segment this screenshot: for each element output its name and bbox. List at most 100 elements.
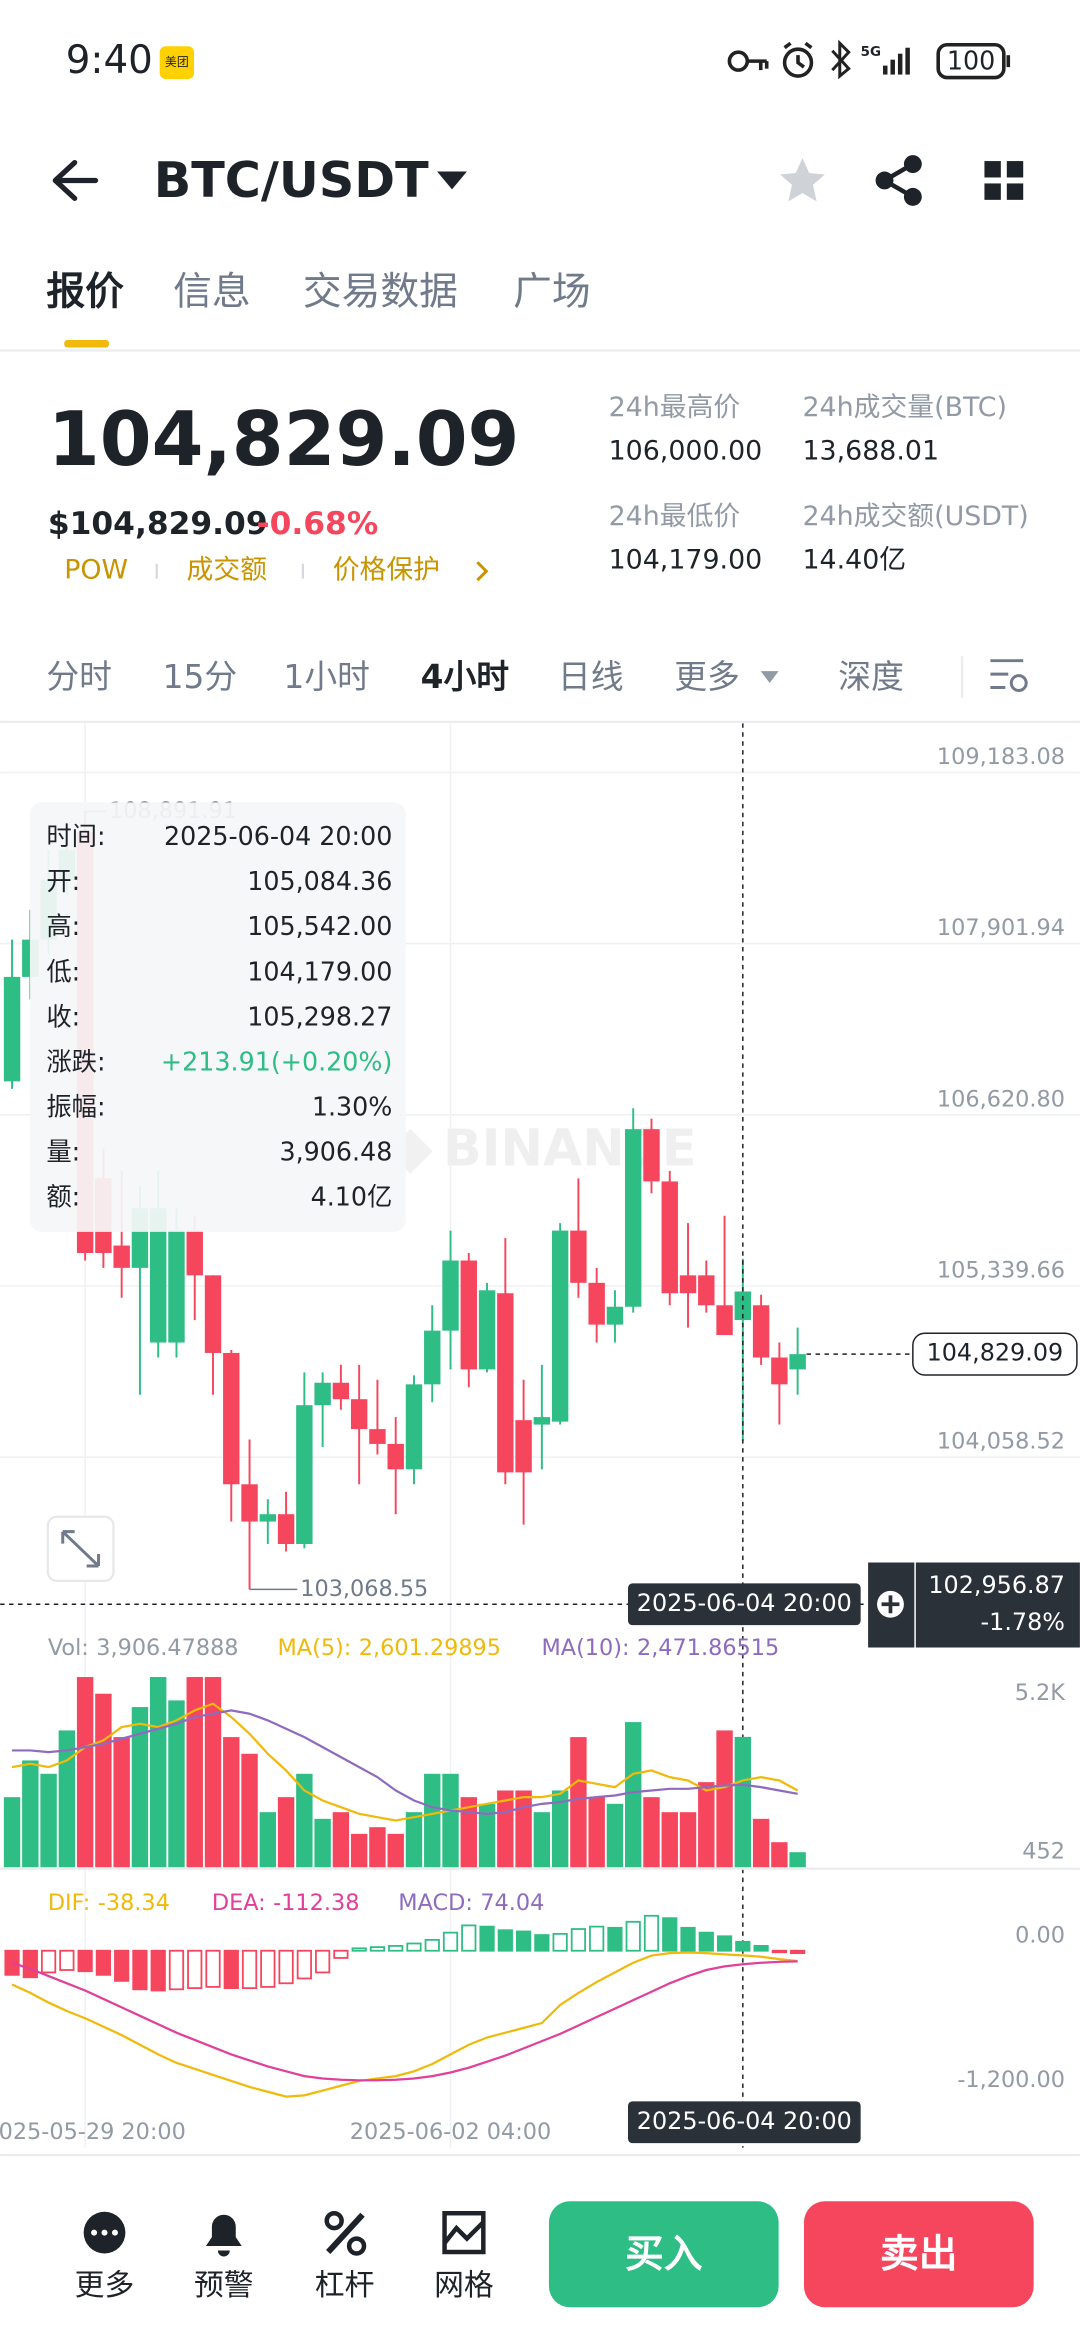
volume-bar bbox=[771, 1842, 788, 1868]
app-badge-text: 美团 bbox=[165, 55, 189, 69]
more-dot bbox=[91, 2229, 98, 2236]
candle-body bbox=[332, 1382, 350, 1400]
volume-bar bbox=[95, 1693, 112, 1868]
legend-value: 2,601.29895 bbox=[359, 1634, 501, 1660]
macd-bar bbox=[534, 1934, 550, 1952]
layout-button[interactable] bbox=[984, 161, 1024, 200]
macd-bar bbox=[333, 1949, 349, 1959]
layout-cell bbox=[984, 183, 1001, 200]
favorite-button[interactable] bbox=[780, 158, 825, 202]
crosshair-price: 102,956.87 bbox=[928, 1571, 1065, 1599]
nav-label[interactable]: 网格 bbox=[434, 2268, 494, 2303]
legend-entry: MA(10): 2,471.86515 bbox=[541, 1634, 779, 1660]
macd-bar bbox=[150, 1949, 166, 1992]
interval[interactable]: 4小时 bbox=[421, 658, 510, 696]
volume-bar bbox=[277, 1797, 295, 1868]
macd-bar bbox=[716, 1935, 733, 1952]
signal-bar bbox=[883, 65, 888, 75]
y-tick-label: 106,620.80 bbox=[937, 1086, 1065, 1112]
x-crosshair-box bbox=[627, 2101, 861, 2144]
quote-tag[interactable]: 价格保护 bbox=[333, 555, 440, 586]
volume-bar bbox=[789, 1852, 806, 1868]
tooltip-value: 3,906.48 bbox=[279, 1136, 392, 1166]
grid-icon-line bbox=[442, 2220, 485, 2245]
volume-bar bbox=[186, 1677, 203, 1868]
volume-bar bbox=[131, 1707, 149, 1868]
legend-entry: MACD: 74.04 bbox=[398, 1890, 544, 1916]
battery-level: 100 bbox=[947, 46, 995, 76]
tooltip-label: 涨跌: bbox=[46, 1046, 105, 1076]
tooltip-label: 收: bbox=[46, 1001, 80, 1031]
share-node bbox=[903, 155, 922, 174]
candle-body bbox=[277, 1514, 295, 1544]
tooltip-value: 104,179.00 bbox=[247, 956, 392, 986]
macd-bar bbox=[515, 1930, 532, 1952]
tag-chevron[interactable] bbox=[476, 561, 489, 582]
sell-button[interactable] bbox=[803, 2201, 1034, 2308]
pair-title[interactable]: BTC/USDT bbox=[154, 151, 429, 209]
tooltip-label: 低: bbox=[46, 956, 80, 986]
stats-panel: 24h最高价 106,000.00 24h成交量(BTC) 13,688.01 24h最… bbox=[609, 392, 1029, 575]
legend-name: DIF: bbox=[48, 1890, 90, 1916]
grid-icon bbox=[442, 2210, 486, 2255]
tooltip-value: +213.91(+0.20%) bbox=[161, 1046, 392, 1076]
tab[interactable]: 报价 bbox=[46, 269, 124, 314]
volume-bar bbox=[679, 1812, 697, 1868]
candle-body bbox=[241, 1484, 258, 1522]
more-dot bbox=[101, 2229, 108, 2236]
macd-bar bbox=[77, 1949, 93, 1973]
candle-body bbox=[515, 1420, 532, 1473]
volume-bar bbox=[643, 1797, 660, 1868]
buy-button[interactable] bbox=[548, 2201, 779, 2308]
share-button[interactable] bbox=[875, 155, 922, 206]
chart-settings[interactable] bbox=[990, 659, 1028, 693]
nav-label[interactable]: 预警 bbox=[194, 2268, 254, 2303]
volume-bar bbox=[661, 1812, 678, 1868]
candle-body bbox=[442, 1260, 459, 1331]
volume-bar bbox=[716, 1730, 733, 1868]
volume-bar bbox=[223, 1737, 240, 1868]
nav-label[interactable]: 更多 bbox=[75, 2268, 135, 2303]
interval[interactable]: 1小时 bbox=[283, 658, 369, 696]
legend-entry: DIF: -38.34 bbox=[48, 1890, 170, 1916]
volume-bar bbox=[58, 1730, 76, 1868]
pair-dropdown[interactable] bbox=[437, 171, 467, 190]
expand-icon bbox=[61, 1530, 101, 1568]
macd-bar bbox=[680, 1926, 696, 1952]
macd-bar bbox=[424, 1938, 440, 1952]
quote-tag[interactable]: POW bbox=[64, 555, 128, 586]
tooltip-value: 2025-06-04 20:00 bbox=[164, 821, 392, 851]
legend-entry: MA(5): 2,601.29895 bbox=[278, 1634, 502, 1660]
macd-bar bbox=[205, 1949, 221, 1988]
more-dot bbox=[111, 2229, 118, 2236]
leverage-dot bbox=[324, 2210, 344, 2231]
more-dropdown[interactable] bbox=[760, 671, 779, 684]
tab[interactable]: 信息 bbox=[173, 269, 251, 314]
macd-bar bbox=[461, 1924, 477, 1952]
tooltip-value: 1.30% bbox=[312, 1091, 393, 1121]
kline-chart: BINANCE109,183.08107,901.94106,620.80105… bbox=[0, 723, 1080, 2148]
volume-bar bbox=[3, 1797, 21, 1868]
volume-bar bbox=[460, 1797, 477, 1868]
interval[interactable]: 分时 bbox=[46, 658, 112, 696]
interval[interactable]: 深度 bbox=[838, 658, 904, 696]
macd-bar bbox=[662, 1917, 678, 1952]
crosshair-change: -1.78% bbox=[981, 1608, 1065, 1636]
tooltip-value: 105,298.27 bbox=[247, 1001, 392, 1031]
interval[interactable]: 日线 bbox=[558, 658, 624, 696]
tab[interactable]: 交易数据 bbox=[303, 269, 458, 314]
quote-tag[interactable]: 成交额 bbox=[187, 555, 268, 586]
interval[interactable]: 更多 bbox=[674, 658, 740, 696]
volume-bar bbox=[22, 1760, 39, 1868]
interval[interactable]: 15分 bbox=[163, 658, 238, 696]
macd-bar bbox=[95, 1949, 112, 1976]
tab[interactable]: 广场 bbox=[513, 269, 591, 314]
legend-value: 2,471.86515 bbox=[637, 1634, 779, 1660]
macd-bar bbox=[278, 1949, 294, 1985]
nav-label[interactable]: 杠杆 bbox=[315, 2268, 375, 2303]
bluetooth-icon bbox=[831, 39, 851, 80]
volume-bar bbox=[387, 1833, 404, 1868]
tab-indicator bbox=[64, 340, 109, 348]
back-button[interactable] bbox=[52, 159, 99, 201]
